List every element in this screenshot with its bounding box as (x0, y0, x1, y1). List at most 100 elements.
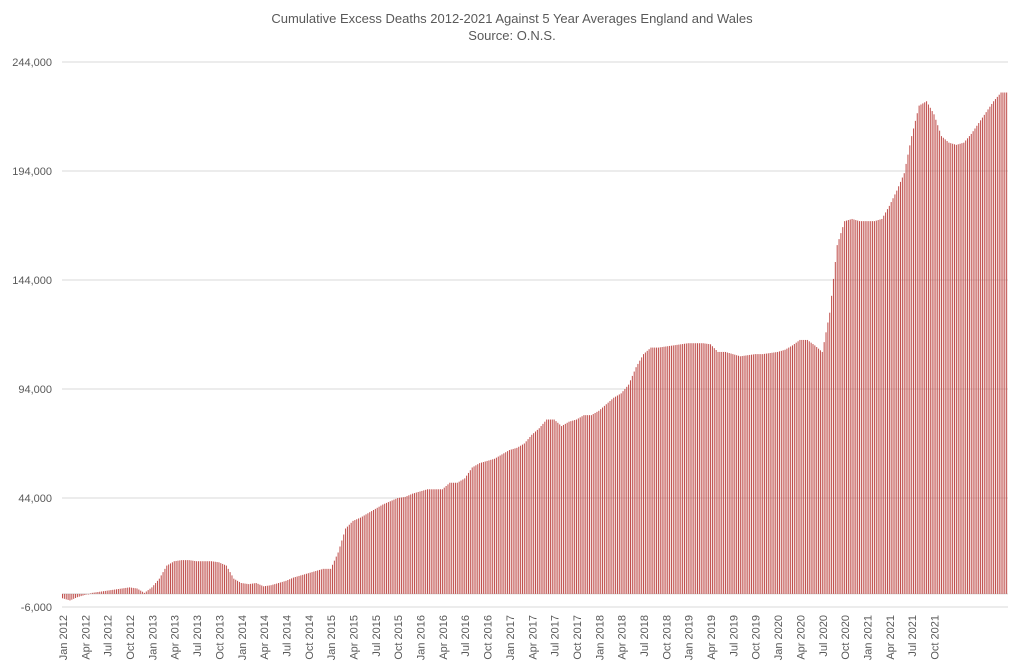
bar (89, 593, 91, 594)
bar (616, 395, 618, 594)
x-tick-label: Apr 2014 (259, 615, 271, 660)
bar (767, 353, 769, 594)
bar (579, 417, 581, 594)
bar (991, 103, 993, 594)
x-tick-label: Oct 2019 (751, 615, 763, 660)
bar (339, 546, 341, 594)
bar (970, 133, 972, 594)
x-tick-label: Oct 2012 (125, 615, 137, 660)
x-tick-label: Oct 2015 (393, 615, 405, 660)
bar (564, 423, 566, 594)
bar (170, 563, 172, 594)
bar (752, 354, 754, 594)
bar (510, 449, 512, 594)
bar (281, 581, 283, 594)
bar (698, 343, 700, 594)
bar (425, 489, 427, 594)
bar (181, 560, 183, 594)
bar (926, 101, 928, 594)
bar (173, 561, 175, 594)
bar (683, 343, 685, 594)
bar (535, 431, 537, 594)
bar (520, 445, 522, 594)
bar (883, 215, 885, 594)
bar (845, 220, 848, 594)
bar (259, 584, 261, 594)
x-tick-label: Jul 2017 (550, 615, 562, 657)
bar (643, 354, 645, 594)
bar (829, 312, 831, 594)
bar (481, 462, 483, 594)
bar (88, 593, 90, 595)
bar (160, 575, 162, 594)
bar (412, 493, 414, 594)
bar (129, 587, 131, 594)
bar (842, 227, 844, 594)
bar (637, 363, 639, 594)
bar (896, 190, 898, 594)
bar (138, 589, 140, 594)
bar (177, 560, 179, 594)
bar (108, 590, 110, 594)
bar (132, 587, 134, 594)
bar (283, 581, 285, 594)
bar (147, 590, 149, 594)
bar (574, 420, 576, 594)
bar (460, 480, 462, 594)
x-tick-label: Jan 2014 (237, 615, 249, 660)
bar (583, 415, 585, 594)
bar (101, 591, 103, 594)
bar (330, 568, 332, 594)
bar (713, 348, 715, 594)
bar (466, 475, 468, 594)
bar (110, 590, 112, 594)
bar (805, 339, 807, 594)
bar (227, 568, 229, 594)
chart-title: Cumulative Excess Deaths 2012-2021 Again… (271, 11, 753, 26)
bar (434, 489, 436, 594)
x-tick-label: Oct 2017 (572, 615, 584, 660)
bar (989, 106, 991, 594)
bar (352, 520, 354, 594)
bar (99, 591, 101, 594)
bar (983, 114, 985, 594)
bar (164, 568, 166, 594)
bar (400, 497, 402, 594)
bar (116, 589, 118, 594)
bar (201, 561, 203, 594)
bar (791, 345, 793, 594)
bar (62, 593, 64, 599)
bar (65, 593, 67, 600)
bar (188, 560, 190, 594)
bar (736, 355, 738, 594)
bar (648, 349, 650, 594)
bar (391, 500, 393, 594)
bar (69, 593, 71, 601)
bar (546, 419, 548, 594)
bar (93, 592, 95, 594)
bar (561, 426, 563, 594)
bar (363, 515, 365, 594)
bar (611, 399, 613, 594)
bar (633, 371, 635, 594)
x-tick-label: Jan 2012 (58, 615, 70, 660)
bar (263, 586, 265, 594)
bar (332, 564, 334, 594)
bar (849, 219, 851, 594)
bar (527, 439, 529, 594)
bar (899, 181, 902, 594)
bar (145, 591, 147, 594)
bar (536, 429, 538, 594)
bar (253, 583, 255, 594)
bar (749, 354, 751, 594)
bar (451, 482, 453, 594)
bar (771, 352, 773, 594)
bar (568, 421, 570, 594)
bar (279, 582, 281, 594)
bar (410, 494, 412, 594)
x-tick-label: Oct 2016 (483, 615, 495, 660)
x-tick-label: Apr 2017 (527, 615, 539, 660)
bar (996, 96, 998, 594)
bar (855, 220, 857, 594)
bar (734, 354, 736, 594)
